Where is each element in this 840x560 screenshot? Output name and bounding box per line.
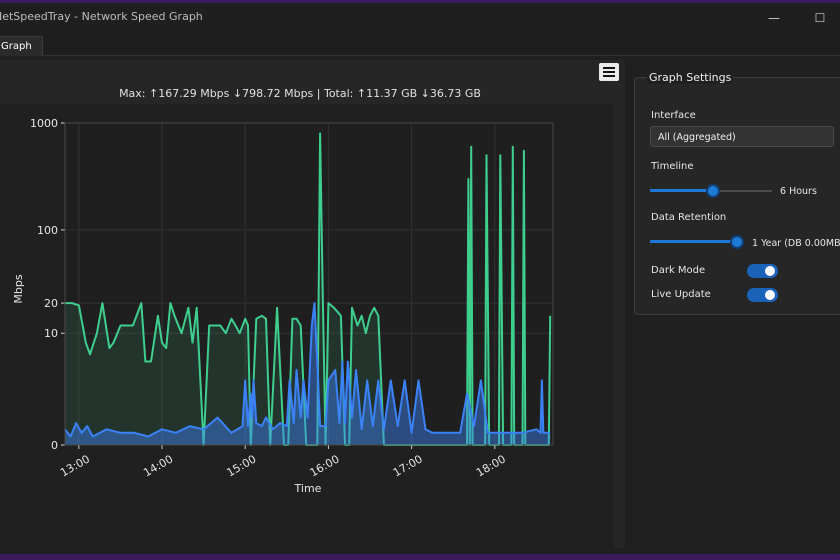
plot-frame xyxy=(64,122,554,446)
upload-series-line xyxy=(64,302,551,438)
live-update-toggle[interactable] xyxy=(747,288,778,302)
x-tick-label: 16:00 xyxy=(308,452,342,479)
hamburger-menu-icon[interactable] xyxy=(599,63,619,81)
desktop-background xyxy=(0,554,840,560)
timeline-slider[interactable] xyxy=(650,184,772,198)
x-tick-label: 17:00 xyxy=(391,452,425,479)
y-tick-label: 1000 xyxy=(30,117,58,130)
x-tick-label: 14:00 xyxy=(141,452,175,479)
interface-label: Interface xyxy=(651,110,696,121)
graph-settings-panel: Graph Settings Interface All (Aggregated… xyxy=(634,71,840,315)
x-tick-label: 13:00 xyxy=(58,452,92,479)
y-tick-label: 0 xyxy=(51,439,58,452)
retention-value: 1 Year (DB 0.00MB) xyxy=(752,238,840,249)
retention-slider-thumb[interactable] xyxy=(730,235,744,249)
minimize-button[interactable]: — xyxy=(760,5,788,31)
timeline-value: 6 Hours xyxy=(780,186,817,197)
interface-select[interactable]: All (Aggregated) xyxy=(650,126,834,147)
settings-title: Graph Settings xyxy=(647,71,734,84)
speed-chart: 0 10 20 100 1000 13:00 14:00 15:00 16:00 17:00 18:… xyxy=(12,117,554,495)
maximize-button[interactable]: ☐ xyxy=(806,5,834,31)
y-axis-label: Mbps xyxy=(12,274,25,303)
retention-slider[interactable] xyxy=(650,235,744,249)
y-tick-label: 100 xyxy=(37,224,58,237)
dark-mode-label: Dark Mode xyxy=(651,265,706,276)
timeline-label: Timeline xyxy=(651,161,694,172)
tab-graph[interactable]: Graph xyxy=(0,36,43,57)
maximize-icon: ☐ xyxy=(814,11,826,25)
chart-area: 0 10 20 100 1000 13:00 14:00 15:00 16:00 17:00 18:… xyxy=(0,104,614,548)
timeline-slider-thumb[interactable] xyxy=(706,184,721,198)
download-area xyxy=(65,133,551,445)
graph-panel: Max: ↑167.29 Mbps ↓798.72 Mbps | Total: … xyxy=(0,60,625,548)
y-tick-label: 20 xyxy=(44,297,58,310)
tab-bar: Graph xyxy=(0,33,840,57)
main-content: Max: ↑167.29 Mbps ↓798.72 Mbps | Total: … xyxy=(0,56,840,554)
dark-mode-toggle[interactable] xyxy=(747,264,778,278)
y-tick-label: 10 xyxy=(44,327,58,340)
stats-summary: Max: ↑167.29 Mbps ↓798.72 Mbps | Total: … xyxy=(119,87,481,100)
x-tick-label: 18:00 xyxy=(474,452,508,479)
retention-label: Data Retention xyxy=(651,212,727,223)
app-window: NetSpeedTray - Network Speed Graph — ☐ G… xyxy=(0,3,840,554)
minimize-icon: — xyxy=(768,11,780,25)
download-series-line xyxy=(65,132,552,446)
x-tick-label: 15:00 xyxy=(224,452,258,479)
x-axis-label: Time xyxy=(294,482,322,495)
title-bar: NetSpeedTray - Network Speed Graph — ☐ xyxy=(0,3,840,33)
window-title: NetSpeedTray - Network Speed Graph xyxy=(0,10,203,23)
live-update-label: Live Update xyxy=(651,289,711,300)
